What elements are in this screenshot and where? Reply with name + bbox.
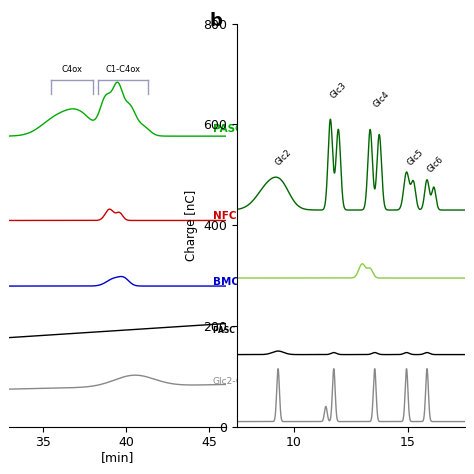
Text: Glc5: Glc5 xyxy=(405,147,425,167)
Text: Glc2: Glc2 xyxy=(273,147,293,167)
Text: Glc4: Glc4 xyxy=(371,90,391,109)
X-axis label: [min]: [min] xyxy=(101,451,135,464)
Text: b: b xyxy=(210,12,223,29)
Text: PASC (no enzyme): PASC (no enzyme) xyxy=(213,326,291,335)
Text: Glc3: Glc3 xyxy=(328,81,348,100)
Text: PASC: PASC xyxy=(213,124,243,134)
Y-axis label: Charge [nC]: Charge [nC] xyxy=(185,190,198,261)
Text: C4ox: C4ox xyxy=(62,65,82,74)
Text: Glc6: Glc6 xyxy=(426,155,446,175)
Text: Glc2-Glc6: Glc2-Glc6 xyxy=(213,377,257,386)
Text: C1-C4ox: C1-C4ox xyxy=(105,65,140,74)
Text: BMCC: BMCC xyxy=(213,277,246,287)
Text: NFC: NFC xyxy=(213,211,236,221)
